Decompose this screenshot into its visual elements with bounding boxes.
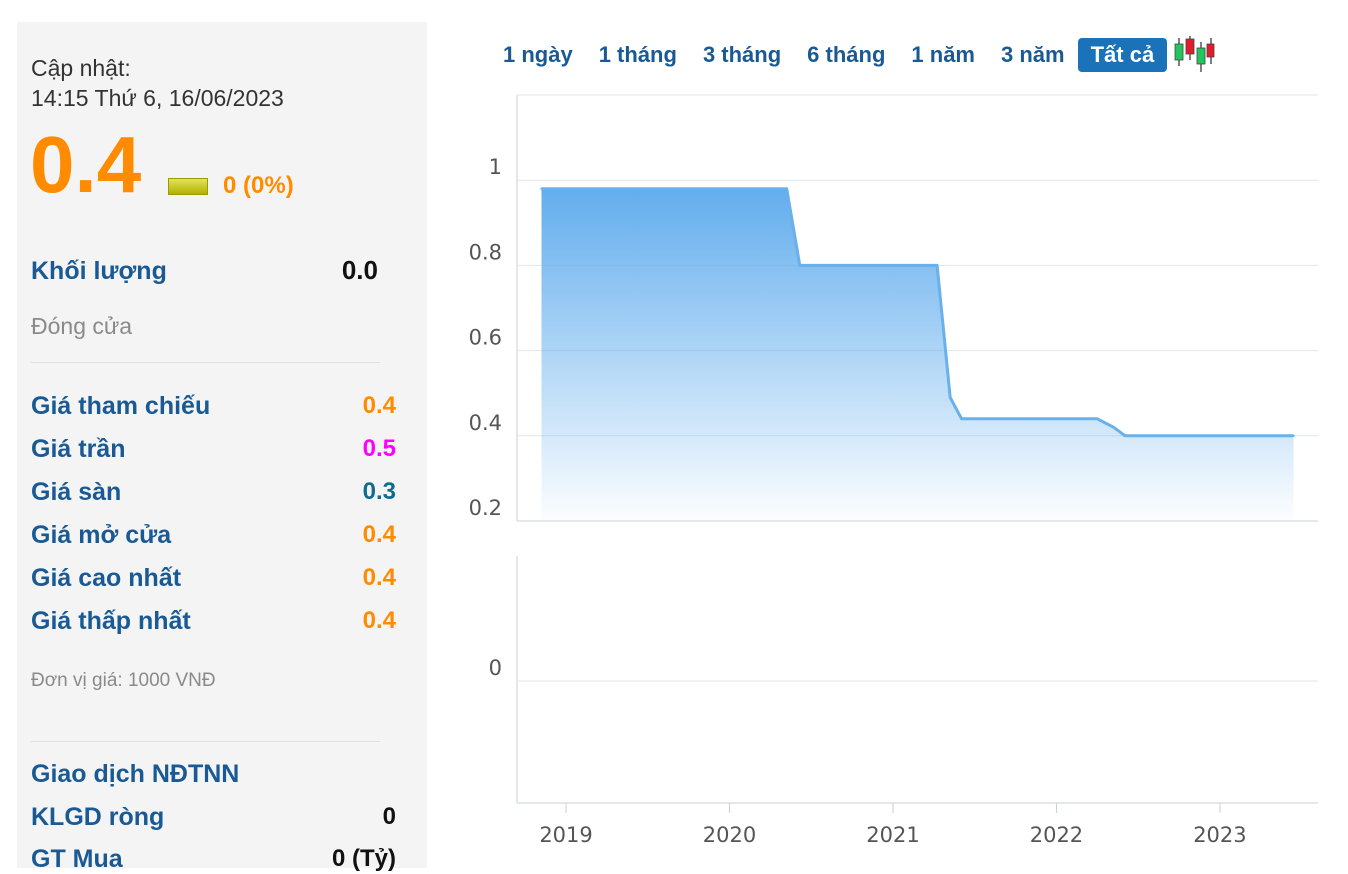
- net-volume-value: 0: [382, 803, 396, 830]
- low-price-label: Giá thấp nhất: [31, 607, 191, 635]
- tab-3-years[interactable]: 3 năm: [1001, 42, 1065, 67]
- y-tick-label: 1: [489, 155, 502, 179]
- floor-price-label: Giá sàn: [31, 478, 122, 506]
- price-area-fill: [541, 188, 1294, 520]
- price-data-point[interactable]: [798, 264, 802, 267]
- floor-price-value: 0.3: [362, 478, 396, 505]
- tab-3-months[interactable]: 3 tháng: [702, 42, 782, 67]
- x-tick-label: 2021: [866, 823, 919, 847]
- price-data-point[interactable]: [540, 187, 543, 190]
- price-data-point[interactable]: [935, 264, 939, 267]
- reference-price-label: Giá tham chiếu: [31, 392, 211, 420]
- high-price-label: Giá cao nhất: [31, 564, 182, 592]
- candlestick-chart-icon[interactable]: [1173, 36, 1215, 74]
- volume-value: 0.0: [341, 255, 378, 285]
- ceiling-price-label: Giá trần: [31, 435, 126, 463]
- update-time: 14:15 Thứ 6, 16/06/2023: [31, 85, 284, 111]
- market-status: Đóng cửa: [31, 313, 133, 339]
- x-tick-label: 2022: [1030, 823, 1083, 847]
- period-tabs: 1 ngày 1 tháng 3 tháng 6 tháng 1 năm 3 n…: [490, 36, 1215, 74]
- quote-info-panel: [17, 22, 427, 868]
- divider: [31, 362, 380, 363]
- high-price-value: 0.4: [362, 564, 396, 591]
- price-data-point[interactable]: [1112, 426, 1115, 429]
- low-price-value: 0.4: [362, 607, 396, 634]
- net-volume-label: KLGD ròng: [31, 803, 165, 831]
- x-tick-label: 2019: [539, 823, 592, 847]
- tab-all[interactable]: Tất cả: [1077, 38, 1168, 72]
- y-tick-label: 0.8: [469, 240, 502, 264]
- ceiling-price-value: 0.5: [362, 435, 396, 462]
- volume-label: Khối lượng: [31, 257, 167, 285]
- reference-price-value: 0.4: [362, 392, 396, 419]
- y-tick-label: 0.6: [469, 326, 502, 350]
- volume-y-tick-label: 0: [489, 656, 502, 680]
- open-price-label: Giá mở cửa: [31, 521, 172, 549]
- tab-6-months[interactable]: 6 tháng: [807, 42, 886, 67]
- y-tick-label: 0.2: [469, 496, 502, 520]
- price-data-point[interactable]: [960, 417, 963, 420]
- tab-1-year[interactable]: 1 năm: [911, 42, 975, 67]
- x-tick-label: 2023: [1193, 823, 1246, 847]
- foreign-trading-title: Giao dịch NĐTNN: [31, 760, 240, 788]
- update-label: Cập nhật:: [31, 55, 131, 81]
- no-change-icon: [168, 178, 208, 195]
- price-change: 0 (0%): [223, 172, 294, 199]
- x-tick-label: 2020: [703, 823, 756, 847]
- price-data-point[interactable]: [1292, 434, 1295, 437]
- tab-1-month[interactable]: 1 tháng: [598, 42, 677, 67]
- price-data-point[interactable]: [948, 396, 952, 399]
- current-price: 0.4: [30, 120, 142, 209]
- tab-1-day[interactable]: 1 ngày: [503, 42, 573, 67]
- price-data-point[interactable]: [810, 264, 813, 267]
- price-unit-note: Đơn vị giá: 1000 VNĐ: [31, 670, 216, 691]
- divider: [31, 741, 380, 742]
- price-data-point[interactable]: [785, 187, 788, 190]
- price-data-point[interactable]: [1123, 434, 1127, 437]
- open-price-value: 0.4: [362, 521, 396, 548]
- y-tick-label: 0.4: [469, 411, 502, 435]
- price-data-point[interactable]: [1096, 417, 1099, 420]
